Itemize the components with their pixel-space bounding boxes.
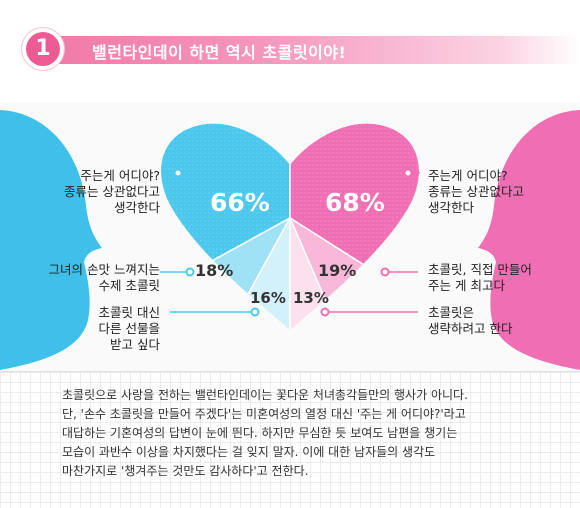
right-value-label-2: 19% — [318, 261, 356, 280]
left-pie-slice-2 — [161, 216, 290, 331]
right-category-label-1: 주는게 어디야? 종류는 상관없다고 생각한다 — [428, 168, 524, 215]
right-leader-dot-2 — [380, 267, 390, 277]
left-pie-slice-3 — [163, 217, 290, 331]
right-category-label-3: 초콜릿은 생략하려고 한다 — [428, 305, 513, 336]
body-paragraph: 초콜릿으로 사랑을 전하는 밸런타인데이는 꽃다운 처녀총각들만의 행사가 아니… — [62, 386, 532, 481]
right-pie-slice-2 — [290, 216, 419, 331]
left-value-label-3: 16% — [250, 289, 286, 307]
left-leader-dot-1 — [173, 168, 183, 178]
body-line: 초콜릿으로 사랑을 전하는 밸런타인데이는 꽃다운 처녀총각들만의 행사가 아니… — [62, 388, 468, 402]
divider-line — [0, 371, 580, 372]
right-value-label-3: 13% — [293, 289, 329, 307]
body-line: 단, '손수 초콜릿을 만들어 주겠다'는 미혼여성의 열정 대신 '주는 게 … — [62, 407, 466, 421]
left-value-label-1: 66% — [210, 188, 270, 217]
heart-pie-chart: 66% 18% 16% 68% 19% 13% — [0, 110, 580, 372]
right-category-label-2: 초콜릿, 직접 만들어 주는 게 최고다 — [428, 262, 532, 293]
body-line: 모습이 과반수 이상을 차지했다는 걸 잊지 말자. 이에 대한 남자들의 생각… — [62, 445, 436, 459]
left-leader-dot-2 — [185, 267, 195, 277]
left-category-label-2: 그녀의 손맛 느껴지는 수제 초콜릿 — [48, 262, 160, 293]
header-title: 밸런타인데이 하면 역시 초콜릿이야! — [92, 43, 347, 62]
right-leader-dot-3 — [320, 307, 330, 317]
text-panel: 초콜릿으로 사랑을 전하는 밸런타인데이는 꽃다운 처녀총각들만의 행사가 아니… — [0, 372, 580, 508]
right-pie-slice-3 — [290, 217, 395, 331]
section-header: 밸런타인데이 하면 역시 초콜릿이야! 1 — [22, 28, 580, 70]
left-pie-slice-1 — [161, 123, 290, 331]
header-bar — [52, 36, 580, 64]
right-value-label-1: 68% — [325, 188, 385, 217]
left-category-label-1: 주는게 어디야? 종류는 상관없다고 생각한다 — [64, 168, 160, 215]
left-face-silhouette — [0, 110, 102, 370]
right-leader-dot-1 — [403, 168, 413, 178]
right-pie-slice-1 — [290, 123, 419, 331]
body-line: 대답하는 기혼여성의 답변이 눈에 띈다. 하지만 무심한 듯 보여도 남편을 … — [62, 426, 458, 440]
left-leader-dot-3 — [250, 307, 260, 317]
right-face-silhouette — [478, 110, 580, 370]
section-number: 1 — [26, 32, 60, 66]
left-category-label-3: 초콜릿 대신 다른 선물을 받고 싶다 — [98, 305, 160, 352]
left-value-label-2: 18% — [195, 261, 233, 280]
body-line: 마찬가지로 '챙겨주는 것만도 감사하다'고 전한다. — [62, 464, 309, 478]
section-number-badge: 1 — [22, 28, 64, 70]
